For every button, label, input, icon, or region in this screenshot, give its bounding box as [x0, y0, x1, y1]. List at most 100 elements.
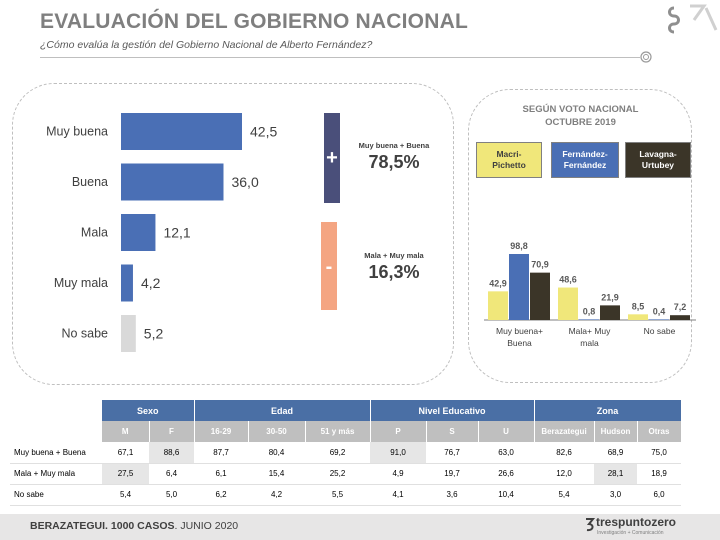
table-cell: 5,4 — [534, 484, 594, 506]
main-category-label: Muy buena — [46, 125, 108, 139]
vote-bar — [579, 319, 599, 320]
vote-bar-value-label: 21,9 — [601, 292, 619, 302]
vote-chart-title-line-2: OCTUBRE 2019 — [545, 117, 616, 128]
footer-source-date: . JUNIO 2020 — [174, 520, 239, 532]
table-column-header-cell: 51 y más — [305, 421, 371, 442]
table-column-header-cell: F — [149, 421, 195, 442]
table-column-header-cell: Hudson — [594, 421, 638, 442]
vote-chart-title-line-1: SEGÚN VOTO NACIONAL — [522, 104, 639, 115]
table-cell: 10,4 — [478, 484, 534, 506]
vote-bar — [558, 287, 578, 320]
main-bar — [121, 113, 242, 150]
vote-chart-title: SEGÚN VOTO NACIONAL OCTUBRE 2019 — [468, 103, 693, 129]
negative-summary-value: 16,3% — [368, 262, 420, 282]
positive-summary-bar — [324, 113, 340, 203]
brand-logo-icon — [586, 518, 596, 532]
table-cell: 15,4 — [248, 463, 305, 485]
vote-bar-value-label: 8,5 — [632, 301, 645, 311]
legend-label-line-1: Fernández- — [562, 149, 608, 159]
table-group-header: Sexo Edad Nivel Educativo Zona — [10, 400, 682, 421]
table-row: No sabe 5,4 5,0 6,2 4,2 5,5 4,1 3,6 10,4 5,4 3,0 6,… — [10, 484, 681, 506]
legend-label-line-1: Lavagna- — [639, 149, 677, 159]
table-cell: 67,1 — [102, 442, 149, 464]
vote-bar — [488, 291, 508, 320]
main-bar — [121, 264, 133, 302]
table-cell: 3,6 — [426, 484, 478, 506]
table-row-label: Mala + Muy mala — [10, 463, 102, 485]
vote-bar — [628, 314, 648, 320]
main-bar-value-label: 5,2 — [144, 326, 164, 342]
table-cell: 69,2 — [305, 442, 370, 464]
swirl-icon — [640, 51, 652, 63]
table-cell: 76,7 — [426, 442, 478, 464]
table-column-header-cell: P — [370, 421, 427, 442]
table-cell: 91,0 — [370, 442, 426, 464]
table-column-header-cell: S — [426, 421, 479, 442]
vote-bar-value-label: 42,9 — [489, 278, 507, 288]
negative-sign: - — [325, 256, 333, 278]
vote-bar — [600, 305, 620, 320]
table-cell: 27,5 — [102, 463, 149, 485]
vote-category-label: Buena — [507, 338, 532, 348]
table-cell: 26,6 — [478, 463, 534, 485]
main-bar — [121, 214, 156, 251]
table-column-header: M F 16-29 30-50 51 y más P S U Berazategui Hudson… — [10, 421, 682, 442]
main-category-label: Muy mala — [54, 276, 108, 290]
table-cell: 28,1 — [594, 463, 637, 485]
table-row-label: Muy buena + Buena — [10, 442, 102, 464]
table-row-label: No sabe — [10, 484, 102, 506]
vote-bar-value-label: 98,8 — [510, 241, 528, 251]
negative-summary-bar — [321, 222, 337, 310]
main-bar-value-label: 12,1 — [163, 225, 190, 241]
table-cell: 68,9 — [594, 442, 637, 464]
table-column-header-cell: Berazategui — [534, 421, 595, 442]
brand-name: trespuntozero — [596, 515, 677, 529]
vote-bar-value-label: 0,4 — [653, 306, 666, 316]
footer-source-bold: BERAZATEGUI. 1000 CASOS — [30, 520, 175, 532]
table-cell: 6,4 — [149, 463, 194, 485]
legend-label-line-2: Fernández — [563, 160, 607, 170]
title-divider — [40, 57, 640, 58]
page-subtitle: ¿Cómo evalúa la gestión del Gobierno Nac… — [40, 39, 373, 51]
table-corner — [10, 400, 102, 421]
table-cell: 4,9 — [370, 463, 426, 485]
table-cell: 87,7 — [194, 442, 248, 464]
main-chart-panel — [12, 83, 454, 385]
vote-bar — [649, 319, 669, 320]
table-cell: 75,0 — [637, 442, 681, 464]
footer-bar — [0, 514, 720, 540]
main-bar-value-label: 4,2 — [141, 275, 161, 291]
main-category-label: Buena — [72, 175, 108, 189]
table-cell: 88,6 — [149, 442, 194, 464]
table-cell: 18,9 — [637, 463, 681, 485]
main-bar — [121, 163, 224, 201]
positive-summary-label: Muy buena + Buena — [358, 141, 430, 150]
table-cell: 4,1 — [370, 484, 426, 506]
positive-summary-value: 78,5% — [368, 152, 420, 172]
legend-macri-pichetto: Macri- Pichetto — [476, 142, 542, 178]
vote-chart-panel — [468, 89, 692, 383]
table-row: Muy buena + Buena 67,1 88,6 87,7 80,4 69,2 91,… — [10, 442, 681, 464]
table-cell: 12,0 — [534, 463, 594, 485]
table-cell: 6,0 — [637, 484, 681, 506]
vote-category-label: Muy buena+ — [496, 326, 543, 336]
table-column-header-cell: Otras — [637, 421, 682, 442]
table-column-header-cell: M — [102, 421, 150, 442]
brand-tagline: Investigación + Comunicación — [597, 530, 664, 536]
main-bar-value-label: 42,5 — [250, 124, 277, 140]
vote-bar-value-label: 0,8 — [583, 306, 596, 316]
table-column-header-cell: 16-29 — [194, 421, 249, 442]
vote-category-label: mala — [580, 338, 599, 348]
table-cell: 6,1 — [194, 463, 248, 485]
table-cell: 63,0 — [478, 442, 534, 464]
legend-lavagna-urtubey: Lavagna- Urtubey — [625, 142, 691, 178]
table-cell: 6,2 — [194, 484, 248, 506]
negative-summary-label: Mala + Muy mala — [364, 251, 424, 260]
vote-bar — [530, 272, 550, 320]
footer-source: BERAZATEGUI. 1000 CASOS. JUNIO 2020 — [30, 520, 238, 532]
table-cell: 5,0 — [149, 484, 194, 506]
table-corner — [10, 421, 102, 442]
corner-logo-icon — [668, 4, 718, 34]
table-group-header-cell: Nivel Educativo — [370, 400, 535, 421]
